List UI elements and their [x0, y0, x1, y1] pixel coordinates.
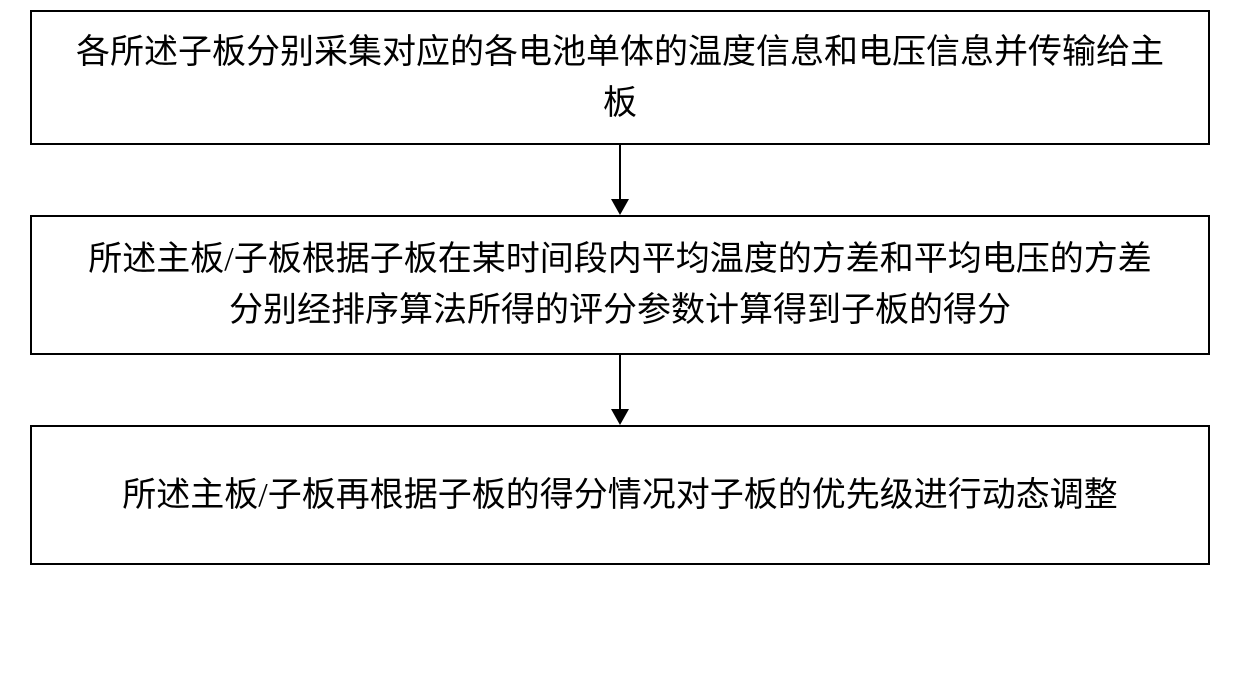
arrow-head-icon	[611, 409, 629, 425]
flowchart-container: 各所述子板分别采集对应的各电池单体的温度信息和电压信息并传输给主板 所述主板/子…	[30, 10, 1210, 565]
flow-step-2: 所述主板/子板根据子板在某时间段内平均温度的方差和平均电压的方差分别经排序算法所…	[30, 215, 1210, 355]
arrow-head-icon	[611, 199, 629, 215]
flow-arrow-2	[611, 355, 629, 425]
flow-step-2-text: 所述主板/子板根据子板在某时间段内平均温度的方差和平均电压的方差分别经排序算法所…	[72, 234, 1168, 336]
arrow-line-icon	[619, 355, 621, 409]
arrow-line-icon	[619, 145, 621, 199]
flow-step-3-text: 所述主板/子板再根据子板的得分情况对子板的优先级进行动态调整	[122, 470, 1117, 521]
flow-step-1: 各所述子板分别采集对应的各电池单体的温度信息和电压信息并传输给主板	[30, 10, 1210, 145]
flow-step-3: 所述主板/子板再根据子板的得分情况对子板的优先级进行动态调整	[30, 425, 1210, 565]
flow-arrow-1	[611, 145, 629, 215]
flow-step-1-text: 各所述子板分别采集对应的各电池单体的温度信息和电压信息并传输给主板	[72, 27, 1168, 129]
